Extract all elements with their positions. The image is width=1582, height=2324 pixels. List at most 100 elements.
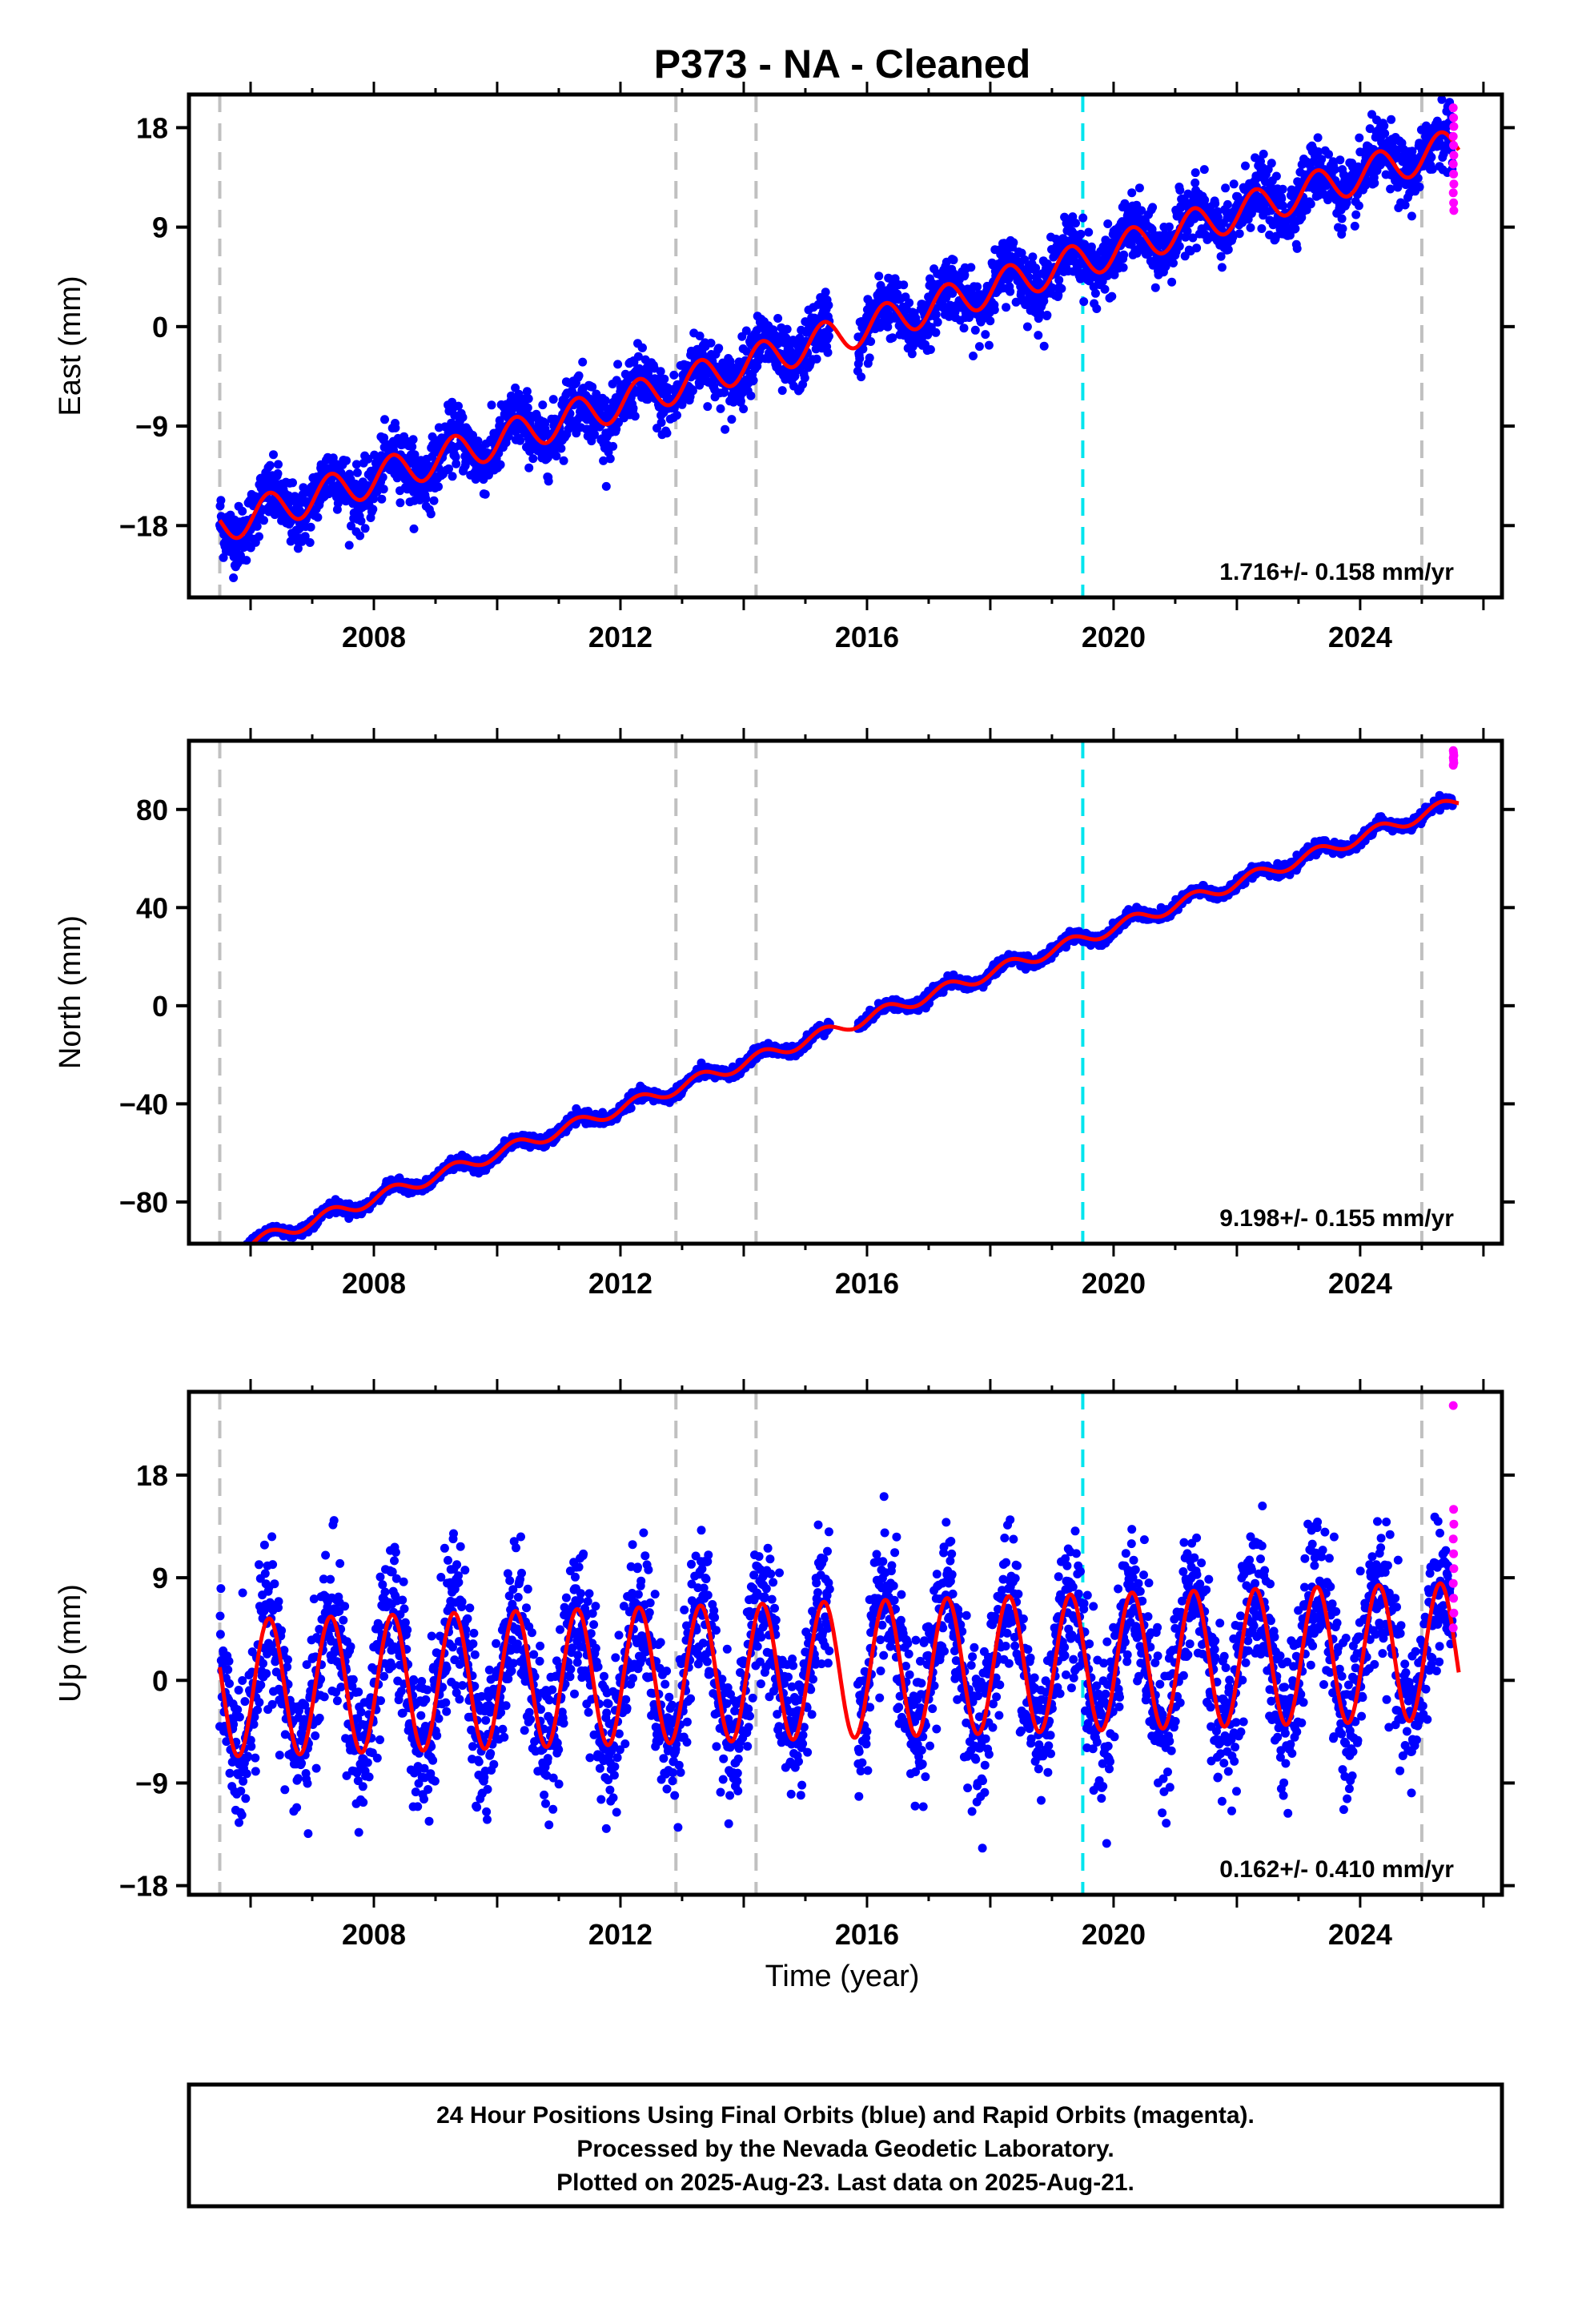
east-final-point (293, 544, 303, 553)
east-final-point (1147, 224, 1157, 234)
east-ytick-label-2: 0 (152, 311, 168, 344)
east-final-point (274, 460, 283, 469)
east-final-point (216, 496, 226, 505)
chart-title: P373 - NA - Cleaned (654, 42, 1031, 86)
east-final-point (1103, 219, 1113, 228)
north-final-point (235, 1251, 243, 1260)
east-final-point (1407, 211, 1416, 221)
east-ytick-label-0: −18 (119, 509, 168, 542)
east-final-point (1317, 155, 1327, 164)
north-final-point (239, 1248, 247, 1256)
east-final-point (574, 371, 584, 380)
north-final-point (239, 1249, 247, 1258)
north-final-point (230, 1252, 239, 1261)
north-final-point (218, 1249, 227, 1258)
east-final-point (812, 354, 821, 364)
east-final-point (1042, 311, 1052, 320)
east-final-point (523, 403, 532, 412)
north-final-point (223, 1254, 231, 1263)
east-final-point (990, 305, 999, 315)
east-final-point (556, 444, 566, 453)
east-final-point (360, 524, 370, 533)
north-final-point (222, 1245, 231, 1254)
east-final-point (429, 496, 439, 505)
east-final-point (1392, 145, 1401, 155)
east-final-point (1351, 210, 1361, 219)
east-final-point (1078, 213, 1088, 223)
east-final-point (454, 401, 463, 411)
east-final-point (605, 454, 615, 464)
east-rapid-point-11 (1449, 206, 1459, 215)
east-final-point (1223, 245, 1233, 255)
east-final-point (242, 556, 251, 565)
east-rapid-point-10 (1449, 198, 1459, 207)
east-final-point (1413, 174, 1423, 183)
east-final-orbit-points (215, 94, 1457, 582)
east-final-point (379, 433, 389, 443)
north-final-point (238, 1252, 247, 1261)
east-final-point (1216, 251, 1226, 261)
east-final-point (969, 352, 978, 360)
east-final-point (1400, 200, 1410, 210)
east-final-point (1107, 292, 1117, 301)
east-final-point (408, 435, 418, 444)
east-xtick-label-3: 2020 (1082, 621, 1146, 653)
east-final-point (1191, 168, 1200, 178)
east-final-point (590, 429, 599, 439)
north-final-point (224, 1251, 233, 1260)
east-final-point (522, 387, 532, 396)
north-final-point (233, 1251, 242, 1260)
east-final-point (259, 516, 268, 525)
north-final-point (225, 1248, 234, 1257)
east-final-point (344, 541, 354, 550)
north-final-point (235, 1247, 244, 1256)
east-final-point (1362, 175, 1371, 185)
east-final-point (782, 324, 792, 334)
east-final-point (599, 456, 608, 465)
north-final-point (229, 1247, 238, 1256)
east-final-point (377, 494, 387, 504)
east-final-point (1386, 184, 1395, 194)
east-final-point (351, 460, 361, 469)
east-final-point (633, 352, 643, 361)
east-final-point (706, 338, 716, 348)
east-plot-area (215, 94, 1461, 597)
east-final-point (716, 404, 725, 413)
east-final-point (288, 478, 297, 488)
east-rate-label: 1.716+/- 0.158 mm/yr (1219, 559, 1454, 585)
east-final-point (588, 382, 597, 392)
east-final-point (1090, 288, 1100, 298)
east-final-point (1324, 150, 1333, 159)
east-final-point (450, 411, 460, 420)
east-final-point (1337, 214, 1347, 223)
north-final-point (231, 1252, 240, 1261)
north-final-point (231, 1253, 239, 1262)
north-final-point (221, 1254, 230, 1263)
east-final-point (408, 442, 417, 452)
east-ytick-label-4: 18 (136, 111, 168, 144)
east-final-point (273, 468, 283, 478)
east-final-point (1387, 115, 1396, 124)
east-final-point (514, 389, 524, 399)
east-final-point (984, 340, 994, 350)
east-final-point (973, 282, 982, 292)
east-final-point (739, 404, 749, 414)
east-rapid-point-6 (1448, 159, 1458, 169)
east-rapid-point-0 (1448, 103, 1458, 113)
east-final-point (966, 263, 976, 272)
east-final-point (452, 459, 461, 468)
east-final-point (1246, 223, 1255, 232)
east-final-point (229, 573, 239, 582)
east-final-point (1100, 284, 1110, 294)
east-final-point (1229, 179, 1239, 189)
east-final-point (391, 423, 400, 432)
east-final-point (1031, 263, 1041, 273)
east-final-point (1188, 233, 1198, 243)
north-final-point (227, 1249, 236, 1258)
east-final-point (1355, 133, 1364, 143)
north-final-point (224, 1247, 233, 1256)
east-final-point (800, 373, 809, 383)
east-final-point (662, 428, 672, 438)
